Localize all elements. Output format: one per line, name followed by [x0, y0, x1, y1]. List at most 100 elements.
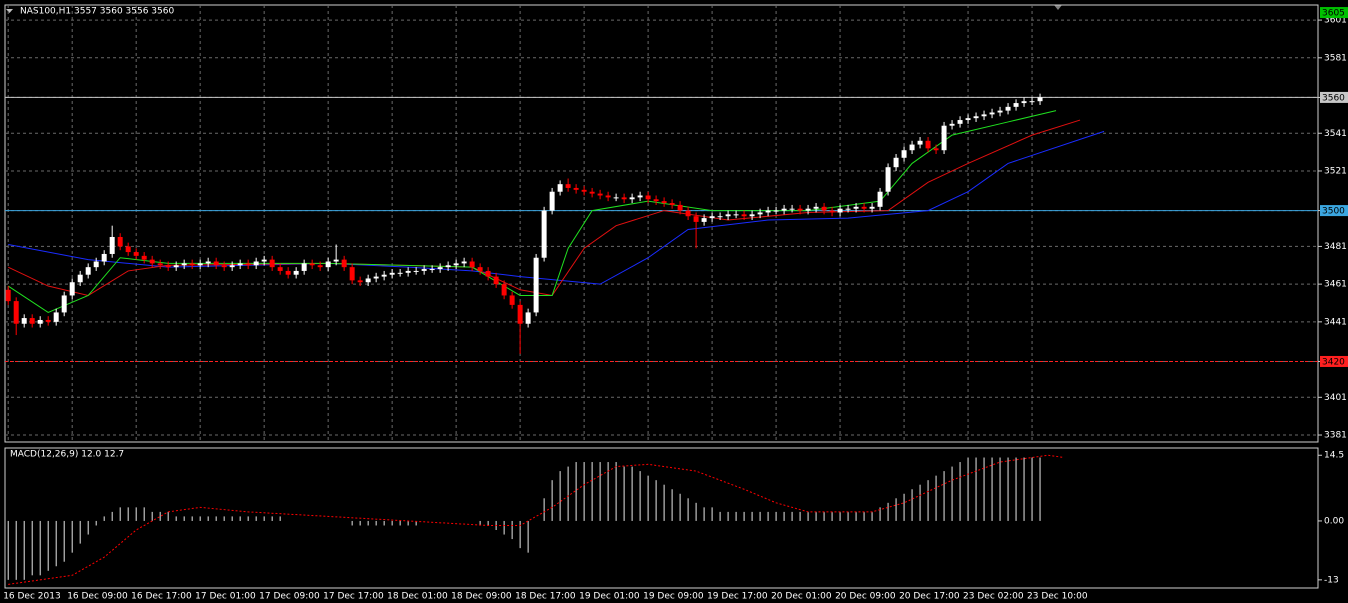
candle-body: [141, 255, 147, 260]
candle-body: [357, 280, 363, 283]
candle-body: [133, 252, 139, 256]
candle-body: [221, 265, 227, 268]
candle-body: [853, 206, 859, 209]
price-tag: [1320, 355, 1348, 367]
candle-body: [637, 195, 643, 198]
candle-body: [341, 259, 347, 268]
candle-body: [877, 191, 883, 207]
candle-body: [405, 270, 411, 273]
candle-body: [93, 261, 99, 268]
candle-body: [1021, 101, 1027, 104]
candle-body: [901, 150, 907, 158]
candle-body: [413, 270, 419, 272]
candle-body: [389, 272, 395, 275]
candle-body: [813, 206, 819, 209]
candle-body: [373, 276, 379, 279]
candle-body: [725, 214, 731, 217]
candle-body: [149, 259, 155, 264]
y-tick-label: 3381: [1324, 431, 1347, 441]
candle-body: [461, 261, 467, 264]
candle-body: [301, 263, 307, 271]
symbol-icon: [6, 9, 13, 13]
candle-body: [317, 265, 323, 268]
price-tag: [1320, 91, 1348, 103]
candle-body: [669, 203, 675, 205]
moving-average: [8, 130, 1105, 285]
candle-body: [549, 191, 555, 211]
candle-body: [525, 312, 531, 324]
candle-body: [949, 123, 955, 126]
price-tag-label: 3560: [1322, 93, 1345, 103]
candle-body: [581, 189, 587, 192]
x-tick-label: 20 Dec 17:00: [899, 592, 960, 602]
candle-body: [85, 267, 91, 275]
candle-body: [557, 184, 563, 192]
candle-body: [245, 263, 251, 266]
x-tick-label: 23 Dec 10:00: [1027, 592, 1088, 602]
candle-body: [821, 206, 827, 211]
candle-body: [885, 167, 891, 192]
candle-body: [765, 210, 771, 213]
signal-line: [8, 454, 1065, 585]
candle-body: [573, 187, 579, 190]
x-tick-label: 17 Dec 17:00: [323, 592, 384, 602]
panel-frame: [4, 447, 1319, 589]
candle-body: [53, 312, 59, 322]
candle-body: [285, 270, 291, 275]
candle-body: [453, 263, 459, 266]
candle-body: [589, 191, 595, 194]
x-tick-label: 19 Dec 01:00: [579, 592, 640, 602]
candle-body: [653, 199, 659, 202]
candle-body: [1013, 103, 1019, 107]
candle-body: [309, 263, 315, 266]
candle-body: [933, 148, 939, 151]
candle-body: [213, 261, 219, 266]
y-tick-label: 3461: [1324, 280, 1347, 290]
candle-body: [45, 319, 51, 322]
moving-average: [7, 119, 1081, 297]
candle-body: [973, 116, 979, 119]
candle-body: [229, 265, 235, 268]
candle-body: [437, 267, 443, 270]
y-tick-label: 3401: [1324, 393, 1347, 403]
candle-body: [997, 110, 1003, 113]
candle-body: [661, 201, 667, 204]
candle-body: [613, 197, 619, 199]
candle-body: [597, 193, 603, 196]
candle-body: [485, 270, 491, 277]
candle-body: [397, 272, 403, 274]
x-tick-label: 18 Dec 01:00: [387, 592, 448, 602]
candle-body: [845, 208, 851, 210]
chart-title: NAS100,H1 3557 3560 3556 3560: [20, 7, 174, 17]
x-tick-label: 16 Dec 17:00: [131, 592, 192, 602]
candle-body: [621, 197, 627, 200]
candle-body: [237, 263, 243, 266]
x-tick-label: 17 Dec 01:00: [195, 592, 256, 602]
candle-body: [29, 318, 35, 324]
price-tag: [1320, 205, 1348, 217]
candle-body: [517, 304, 523, 324]
candle-body: [269, 259, 275, 268]
candle-body: [869, 206, 875, 209]
candle-body: [173, 265, 179, 268]
candle-body: [293, 270, 299, 275]
candle-body: [349, 267, 355, 281]
panel-frame: [4, 4, 1319, 443]
candle-body: [429, 269, 435, 271]
candle-body: [829, 210, 835, 213]
candle-body: [837, 208, 843, 213]
chart-title: MACD(12,26,9) 12.0 12.7: [10, 450, 124, 460]
candle-body: [957, 120, 963, 124]
y-tick-label: 3541: [1324, 129, 1347, 139]
candle-body: [701, 218, 707, 222]
x-tick-label: 18 Dec 09:00: [451, 592, 512, 602]
y-tick-label: 3441: [1324, 317, 1347, 327]
candle-body: [181, 263, 187, 266]
x-tick-label: 16 Dec 09:00: [67, 592, 128, 602]
candle-body: [197, 263, 203, 266]
candle-body: [157, 263, 163, 266]
y-tick-label: 3581: [1324, 53, 1347, 63]
